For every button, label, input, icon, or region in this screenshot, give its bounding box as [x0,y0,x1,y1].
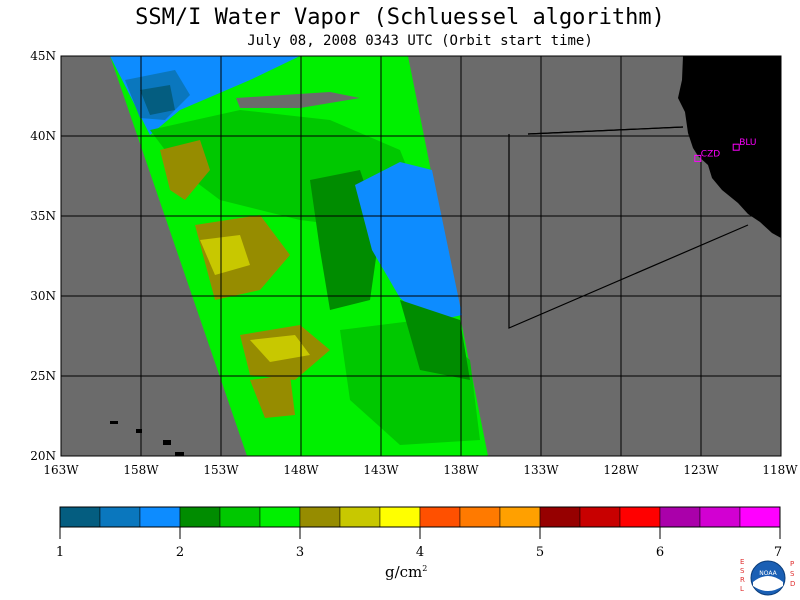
longitude-labels: 163W 158W 153W 148W 143W 138W 133W 128W 123W 118W [43,463,798,477]
colorbar-swatch [739,506,781,528]
map-title: SSM/I Water Vapor (Schluessel algorithm) [135,5,665,30]
colorbar-tick-label: 4 [416,545,424,560]
colorbar-swatch [339,506,381,528]
logo-letter: S [790,570,795,578]
longitude-label: 118W [762,463,798,477]
colorbar-swatch [659,506,701,528]
swath-gray-streak [236,92,360,108]
swath-darkgreen-east [400,300,470,380]
swath-olive-southmost [250,375,295,418]
land-west-coast [678,56,781,238]
colorbar-swatch [139,506,181,528]
longitude-label: 123W [683,463,719,477]
latitude-label: 35N [30,209,56,223]
colorbar-swatch [299,506,341,528]
colorbar-tick-label: 2 [176,545,184,560]
station-marker [732,143,740,151]
colorbar-swatch [619,506,661,528]
colorbar-tick-label: 3 [296,545,304,560]
station-label: BLU [739,138,756,148]
latitude-label: 40N [30,129,56,143]
colorbar-swatch [99,506,141,528]
colorbar-tick-labels: 1 2 3 4 5 6 7 [56,527,782,560]
latitude-label: 20N [30,449,56,463]
colorbar-swatch [459,506,501,528]
longitude-label: 128W [603,463,639,477]
map-subtitle: July 08, 2008 0343 UTC (Orbit start time… [247,33,593,49]
domain-boundary-outline [508,126,749,329]
longitude-label: 143W [363,463,399,477]
colorbar-units: g/cm2 [385,563,428,581]
plot-frame [60,55,782,457]
colorbar-swatch [699,506,741,528]
latitude-label: 30N [30,289,56,303]
longitude-label: 153W [203,463,239,477]
colorbar-swatch [419,506,461,528]
colorbar-tick-label: 5 [536,545,544,560]
logo-letter: E [740,558,744,566]
colorbar-tick-label: 1 [56,545,64,560]
colorbar [59,506,781,528]
satellite-swath [110,56,488,456]
logo-letter: P [790,560,794,568]
psd-letters: PSD [790,560,795,588]
grid-lines [61,56,781,456]
colorbar-swatch [579,506,621,528]
longitude-label: 158W [123,463,159,477]
swath-blue-east [355,162,462,322]
station-label: CZD [701,149,720,159]
swath-teal-north [140,85,175,115]
colorbar-swatch [259,506,301,528]
colorbar-swatch [499,506,541,528]
logo-letter: L [740,585,744,593]
longitude-label: 163W [43,463,79,477]
hawaii-islands [110,421,184,456]
station-marker [694,154,702,162]
longitude-label: 133W [523,463,559,477]
colorbar-swatch [219,506,261,528]
longitude-label: 138W [443,463,479,477]
colorbar-swatch [59,506,101,528]
colorbar-tick-label: 6 [656,545,664,560]
swath-olive-west [160,140,210,200]
swath-yellow-south [250,335,310,362]
logo-letter: S [740,567,745,575]
latitude-label: 45N [30,49,56,63]
latitude-label: 25N [30,369,56,383]
colorbar-tick-label: 7 [774,545,782,560]
colorbar-swatch [379,506,421,528]
colorbar-swatch [539,506,581,528]
latitude-labels: 45N 40N 35N 30N 25N 20N [30,49,56,463]
colorbar-swatch [179,506,221,528]
noaa-wordmark: NOAA [759,570,777,577]
logo-letter: D [790,580,795,588]
swath-yellow-west [200,235,250,275]
longitude-label: 148W [283,463,319,477]
observing-stations: CZD BLU [694,138,757,162]
logo-letter: R [740,576,745,584]
